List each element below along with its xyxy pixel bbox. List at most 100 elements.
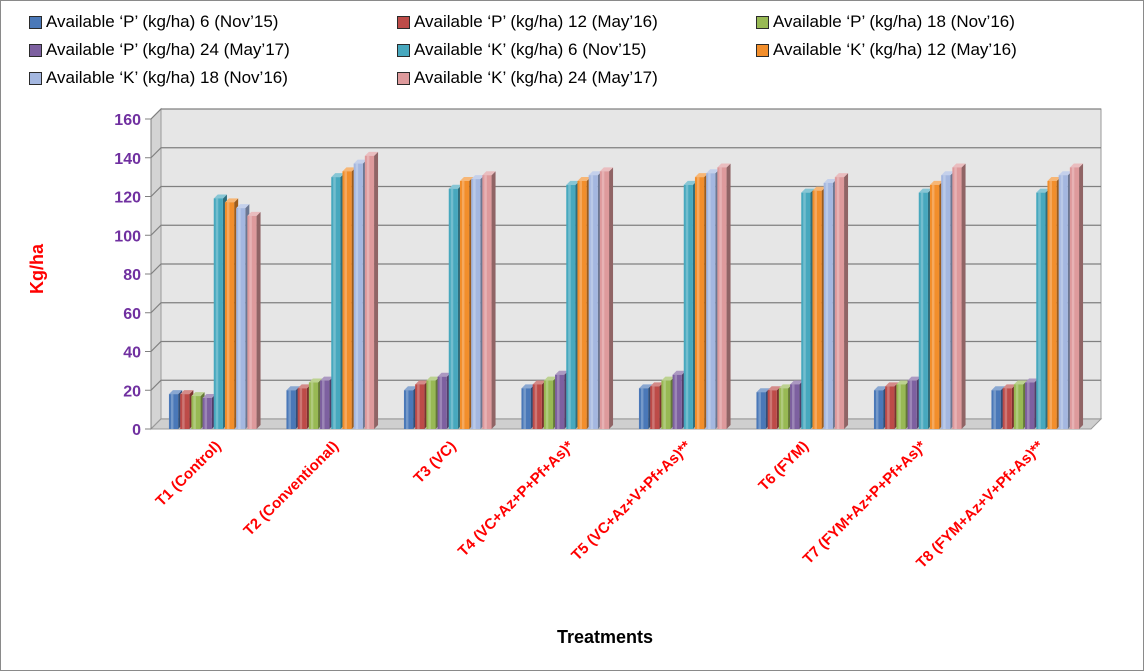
x-tick-label: T8 (FYM+Az+V+Pf+As)** [913, 438, 1047, 572]
bar-top [952, 163, 966, 168]
bar [320, 380, 330, 429]
bar-highlight [920, 192, 924, 429]
bar [873, 390, 884, 429]
bar-highlight [1038, 192, 1041, 429]
y-tick-label: 0 [132, 422, 141, 439]
x-tick-label: T2 (Conventional) [240, 438, 342, 540]
bar-highlight [1060, 175, 1064, 429]
bar [834, 177, 845, 429]
bar-top [588, 171, 602, 176]
bar-highlight [909, 380, 913, 429]
legend-label: Available ‘K’ (kg/ha) 24 (May’17) [414, 68, 658, 87]
bar [566, 184, 576, 429]
bar [929, 184, 940, 429]
bar [952, 167, 962, 429]
bar-top [168, 390, 183, 395]
bar-highlight [780, 388, 784, 429]
bar [706, 173, 716, 429]
gridline [150, 108, 1101, 120]
legend-label: Available ‘K’ (kg/ha) 12 (May’16) [773, 40, 1017, 59]
bar-highlight [825, 182, 829, 429]
bar-highlight [204, 398, 208, 429]
bar-highlight [322, 380, 325, 429]
bar-top [991, 386, 1005, 391]
bar-top [437, 372, 451, 377]
bar-top [202, 394, 216, 398]
bar-top [1058, 171, 1072, 176]
bar-highlight [590, 175, 594, 429]
legend-item: Available ‘P’ (kg/ha) 18 (Nov’16) [756, 9, 1015, 35]
bar-side [1079, 163, 1084, 429]
bar-top [929, 180, 944, 185]
bar [342, 171, 352, 429]
bar [482, 175, 492, 429]
gridline [150, 263, 1101, 275]
bar [521, 388, 531, 429]
bar [168, 394, 179, 429]
bar [448, 188, 458, 429]
bar-highlight [887, 386, 890, 429]
bar [403, 390, 414, 429]
bar [532, 384, 542, 429]
bar [236, 208, 246, 429]
bar [717, 167, 727, 429]
y-tick-label: 40 [123, 345, 141, 362]
bar [1013, 384, 1024, 429]
x-axis-title: Treatments [557, 627, 653, 647]
bar-side [726, 163, 731, 429]
bar-highlight [836, 177, 840, 429]
bar [471, 179, 481, 429]
bar [1002, 388, 1012, 429]
bar [224, 202, 235, 429]
bar-top [1047, 177, 1061, 181]
bar-highlight [249, 215, 252, 429]
bar-top [286, 386, 300, 391]
bar-highlight [215, 198, 219, 429]
bar-top [1013, 380, 1028, 385]
bar-top [778, 384, 793, 389]
bar-highlight [696, 177, 700, 429]
bar [638, 388, 649, 429]
bar-highlight [792, 384, 795, 429]
y-tick-label: 120 [114, 190, 141, 207]
bar-top [320, 376, 334, 381]
bar-top [767, 386, 781, 391]
bar [297, 388, 307, 429]
bar-top [213, 194, 227, 199]
bar-top [885, 382, 899, 387]
bar-highlight [954, 167, 957, 429]
bar-top [448, 184, 462, 189]
bar-top [566, 180, 580, 185]
bar-top [577, 177, 591, 181]
bar-top [706, 169, 720, 174]
bar-highlight [685, 184, 689, 429]
bar [555, 374, 565, 429]
bar-highlight [758, 392, 761, 429]
bar-top [756, 388, 770, 393]
bar-side [609, 167, 614, 429]
bar-highlight [601, 171, 605, 429]
gridline [150, 185, 1101, 197]
legend-item: Available ‘K’ (kg/ha) 18 (Nov’16) [29, 65, 288, 91]
bar-top [812, 186, 826, 191]
bar [286, 390, 296, 429]
bar [812, 190, 822, 429]
bar-top [331, 173, 345, 178]
bar-top [191, 392, 205, 397]
gridline [150, 302, 1101, 314]
bar-highlight [931, 184, 935, 429]
bar [650, 386, 660, 429]
bar [801, 192, 811, 429]
y-tick-label: 140 [114, 151, 141, 168]
bar [672, 374, 682, 429]
bar-highlight [344, 171, 347, 429]
bar-top [672, 370, 686, 375]
bar-highlight [439, 376, 443, 429]
bar-top [717, 163, 731, 168]
gridline [150, 340, 1101, 352]
legend-item: Available ‘P’ (kg/ha) 6 (Nov’15) [29, 9, 278, 35]
bar-highlight [1004, 388, 1008, 429]
bar-top [224, 198, 239, 203]
bar [885, 386, 895, 429]
